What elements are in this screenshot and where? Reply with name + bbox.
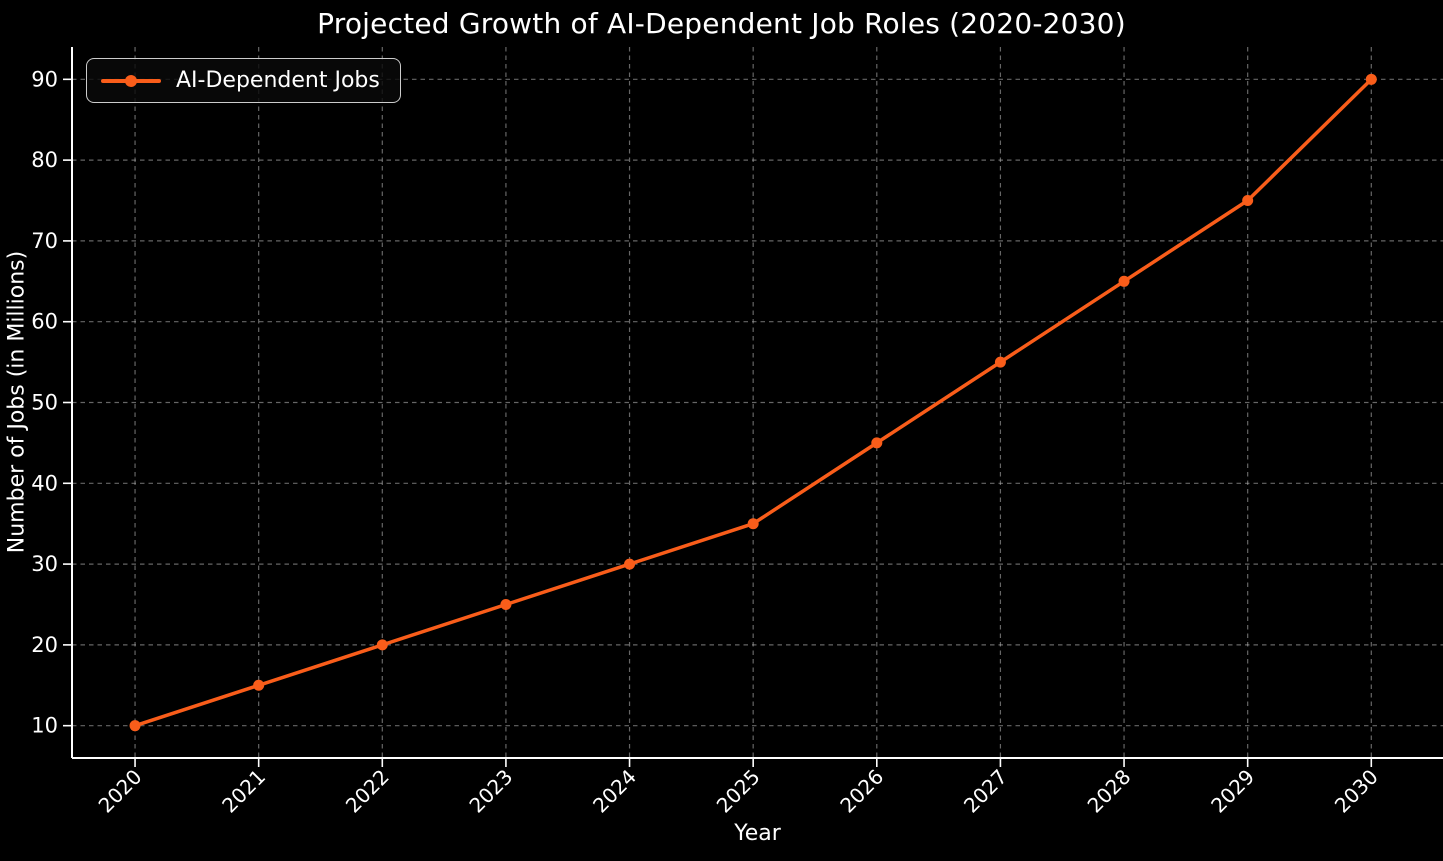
x-tick-label: 2026 xyxy=(835,765,888,818)
data-point-marker xyxy=(376,639,388,651)
y-tick-label: 20 xyxy=(31,633,58,657)
y-tick-label: 50 xyxy=(31,391,58,415)
y-tick-label: 70 xyxy=(31,229,58,253)
x-tick-label: 2025 xyxy=(712,765,765,818)
data-point-marker xyxy=(1118,275,1130,287)
x-tick-label: 2028 xyxy=(1083,765,1136,818)
x-tick-label: 2027 xyxy=(959,765,1012,818)
y-tick-label: 60 xyxy=(31,310,58,334)
data-point-marker xyxy=(871,437,883,449)
y-tick-label: 80 xyxy=(31,148,58,172)
data-point-marker xyxy=(253,679,265,691)
x-axis-label: Year xyxy=(734,821,781,846)
y-tick-label: 90 xyxy=(31,67,58,91)
y-axis-label: Number of Jobs (in Millions) xyxy=(4,250,30,554)
data-point-marker xyxy=(1365,73,1377,85)
legend: AI-Dependent Jobs xyxy=(86,58,401,103)
y-tick-label: 10 xyxy=(31,714,58,738)
data-point-marker xyxy=(747,518,759,530)
legend-line-swatch xyxy=(101,74,161,87)
x-tick-label: 2029 xyxy=(1206,765,1259,818)
x-tick-label: 2024 xyxy=(588,765,641,818)
x-tick-label: 2021 xyxy=(217,765,270,818)
x-tick-label: 2022 xyxy=(341,765,394,818)
data-point-marker xyxy=(994,356,1006,368)
x-tick-label: 2030 xyxy=(1330,765,1383,818)
y-tick-label: 40 xyxy=(31,471,58,495)
data-point-marker xyxy=(129,720,141,732)
x-tick-label: 2023 xyxy=(464,765,517,818)
data-point-marker xyxy=(624,558,636,570)
legend-label: AI-Dependent Jobs xyxy=(176,68,380,93)
y-tick-label: 30 xyxy=(31,552,58,576)
legend-marker-icon xyxy=(125,74,137,87)
data-point-marker xyxy=(500,598,512,610)
chart-title: Projected Growth of AI-Dependent Job Rol… xyxy=(317,7,1126,40)
data-point-marker xyxy=(1242,195,1254,207)
x-tick-label: 2020 xyxy=(94,765,147,818)
